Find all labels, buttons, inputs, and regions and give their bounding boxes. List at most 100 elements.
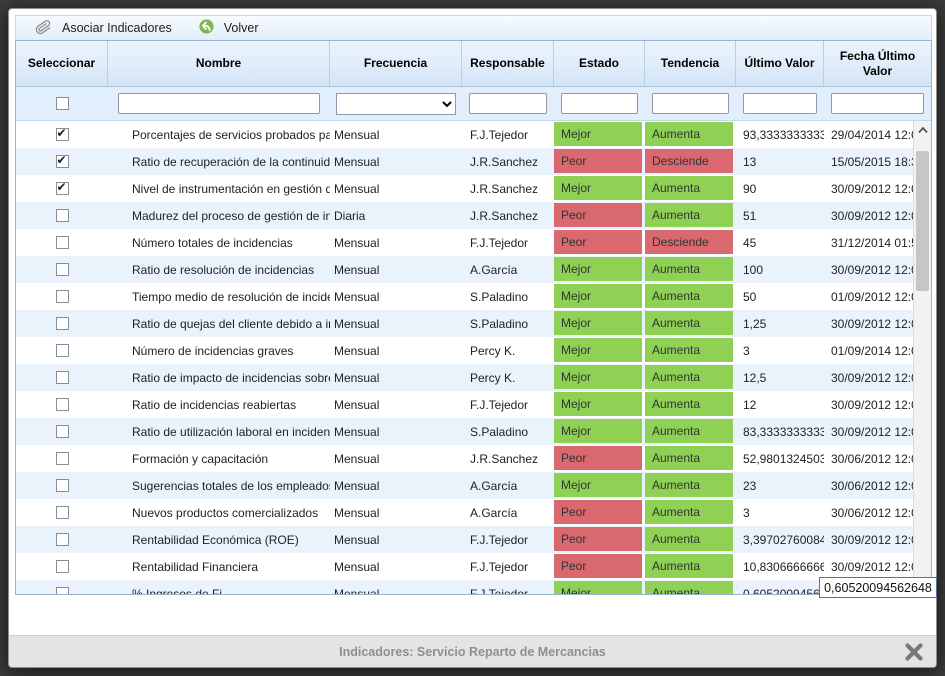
row-frequency: Mensual bbox=[334, 532, 380, 547]
row-checkbox[interactable] bbox=[55, 126, 69, 141]
table-row[interactable]: % Ingresos de Fi Mensual F.J.Tejedor Mej… bbox=[16, 580, 931, 594]
row-select-cell[interactable] bbox=[16, 418, 108, 445]
last-value-filter-input[interactable] bbox=[743, 93, 817, 114]
row-checkbox[interactable] bbox=[55, 290, 69, 303]
column-header-frecuencia[interactable]: Frecuencia bbox=[330, 41, 462, 86]
row-select-cell[interactable] bbox=[16, 364, 108, 391]
column-header-tendencia[interactable]: Tendencia bbox=[645, 41, 736, 86]
row-responsible: F.J.Tejedor bbox=[470, 397, 529, 412]
row-last-date: 15/05/2015 18:36 bbox=[831, 154, 925, 169]
row-select-cell[interactable] bbox=[16, 499, 108, 526]
row-name: Ratio de impacto de incidencias sobre el… bbox=[132, 370, 330, 385]
table-row[interactable]: Porcentajes de servicios probados para e… bbox=[16, 121, 931, 148]
vertical-scrollbar[interactable] bbox=[913, 121, 931, 594]
row-name: Ratio de incidencias reabiertas bbox=[132, 397, 297, 412]
table-row[interactable]: Sugerencias totales de los empleados Men… bbox=[16, 472, 931, 499]
table-row[interactable]: Nuevos productos comercializados Mensual… bbox=[16, 499, 931, 526]
row-checkbox[interactable] bbox=[55, 153, 69, 168]
table-body: Porcentajes de servicios probados para e… bbox=[16, 121, 931, 594]
tendencia-filter-input[interactable] bbox=[652, 93, 729, 114]
row-select-cell[interactable] bbox=[16, 202, 108, 229]
row-checkbox[interactable] bbox=[55, 587, 69, 594]
row-name: Rentabilidad Económica (ROE) bbox=[132, 532, 299, 547]
row-select-cell[interactable] bbox=[16, 283, 108, 310]
select-all-checkbox[interactable] bbox=[55, 97, 69, 110]
table-row[interactable]: Ratio de recuperación de la continuidad … bbox=[16, 148, 931, 175]
column-header-ultimo-valor[interactable]: Último Valor bbox=[736, 41, 824, 86]
row-select-cell[interactable] bbox=[16, 526, 108, 553]
row-select-cell[interactable] bbox=[16, 121, 108, 148]
column-header-seleccionar[interactable]: Seleccionar bbox=[16, 41, 108, 86]
row-last-date: 30/09/2012 12:00 bbox=[831, 424, 925, 439]
row-select-cell[interactable] bbox=[16, 445, 108, 472]
column-header-fecha-ultimo-valor[interactable]: Fecha Último Valor bbox=[839, 48, 916, 78]
table-row[interactable]: Formación y capacitación Mensual J.R.San… bbox=[16, 445, 931, 472]
scrollbar-thumb[interactable] bbox=[916, 151, 929, 291]
row-name: Formación y capacitación bbox=[132, 451, 269, 466]
table-row[interactable]: Rentabilidad Financiera Mensual F.J.Teje… bbox=[16, 553, 931, 580]
row-checkbox[interactable] bbox=[55, 533, 69, 546]
row-checkbox[interactable] bbox=[55, 560, 69, 573]
row-checkbox[interactable] bbox=[55, 344, 69, 357]
row-checkbox[interactable] bbox=[55, 425, 69, 438]
row-name: Ratio de resolución de incidencias bbox=[132, 262, 315, 277]
row-last-value: 45 bbox=[743, 235, 757, 250]
column-header-responsable[interactable]: Responsable bbox=[462, 41, 554, 86]
row-tendencia-badge: Aumenta bbox=[645, 284, 733, 308]
table-row[interactable]: Ratio de incidencias reabiertas Mensual … bbox=[16, 391, 931, 418]
table-row[interactable]: Número de incidencias graves Mensual Per… bbox=[16, 337, 931, 364]
table-row[interactable]: Ratio de quejas del cliente debido a inc… bbox=[16, 310, 931, 337]
row-select-cell[interactable] bbox=[16, 229, 108, 256]
table-row[interactable]: Tiempo medio de resolución de incidencia… bbox=[16, 283, 931, 310]
last-date-filter-input[interactable] bbox=[831, 93, 924, 114]
row-tendencia-badge: Aumenta bbox=[645, 122, 733, 146]
table-row[interactable]: Número totales de incidencias Mensual F.… bbox=[16, 229, 931, 256]
responsible-filter-input[interactable] bbox=[469, 93, 547, 114]
table-row[interactable]: Madurez del proceso de gestión de incide… bbox=[16, 202, 931, 229]
row-responsible: S.Paladino bbox=[470, 289, 529, 304]
row-checkbox[interactable] bbox=[55, 180, 69, 195]
row-select-cell[interactable] bbox=[16, 256, 108, 283]
row-select-cell[interactable] bbox=[16, 310, 108, 337]
row-responsible: Percy K. bbox=[470, 370, 516, 385]
row-select-cell[interactable] bbox=[16, 472, 108, 499]
name-filter-input[interactable] bbox=[118, 93, 320, 114]
row-checkbox[interactable] bbox=[55, 506, 69, 519]
estado-filter-input[interactable] bbox=[561, 93, 638, 114]
row-checkbox[interactable] bbox=[55, 209, 69, 222]
row-checkbox[interactable] bbox=[55, 371, 69, 384]
row-tendencia-badge: Aumenta bbox=[645, 365, 733, 389]
table-row[interactable]: Rentabilidad Económica (ROE) Mensual F.J… bbox=[16, 526, 931, 553]
row-select-cell[interactable] bbox=[16, 175, 108, 202]
row-checkbox[interactable] bbox=[55, 452, 69, 465]
close-icon[interactable] bbox=[902, 640, 926, 664]
row-frequency: Mensual bbox=[334, 559, 380, 574]
row-select-cell[interactable] bbox=[16, 148, 108, 175]
row-checkbox[interactable] bbox=[55, 236, 69, 249]
row-last-value: 93,3333333333333 bbox=[743, 127, 824, 142]
dialog-title: Indicadores: Servicio Reparto de Mercanc… bbox=[339, 644, 606, 659]
row-last-date: 30/06/2012 12:00 bbox=[831, 505, 925, 520]
row-select-cell[interactable] bbox=[16, 337, 108, 364]
row-checkbox[interactable] bbox=[55, 317, 69, 330]
row-select-cell[interactable] bbox=[16, 580, 108, 594]
row-name: Rentabilidad Financiera bbox=[132, 559, 259, 574]
row-checkbox[interactable] bbox=[55, 479, 69, 492]
frequency-filter-select[interactable] bbox=[336, 92, 456, 115]
table-row[interactable]: Ratio de utilización laboral en incidenc… bbox=[16, 418, 931, 445]
associate-indicators-button[interactable]: Asociar Indicadores bbox=[24, 17, 182, 39]
scroll-up-button[interactable] bbox=[914, 121, 931, 139]
column-header-estado[interactable]: Estado bbox=[554, 41, 645, 86]
table-row[interactable]: Ratio de impacto de incidencias sobre el… bbox=[16, 364, 931, 391]
row-frequency: Mensual bbox=[334, 127, 380, 142]
row-last-date: 30/06/2012 12:00 bbox=[831, 478, 925, 493]
column-header-nombre[interactable]: Nombre bbox=[108, 41, 330, 86]
row-select-cell[interactable] bbox=[16, 553, 108, 580]
row-checkbox[interactable] bbox=[55, 398, 69, 411]
row-select-cell[interactable] bbox=[16, 391, 108, 418]
row-estado-badge: Peor bbox=[554, 203, 642, 227]
back-button[interactable]: Volver bbox=[188, 17, 269, 39]
table-row[interactable]: Nivel de instrumentación en gestión de i… bbox=[16, 175, 931, 202]
row-checkbox[interactable] bbox=[55, 263, 69, 276]
table-row[interactable]: Ratio de resolución de incidencias Mensu… bbox=[16, 256, 931, 283]
